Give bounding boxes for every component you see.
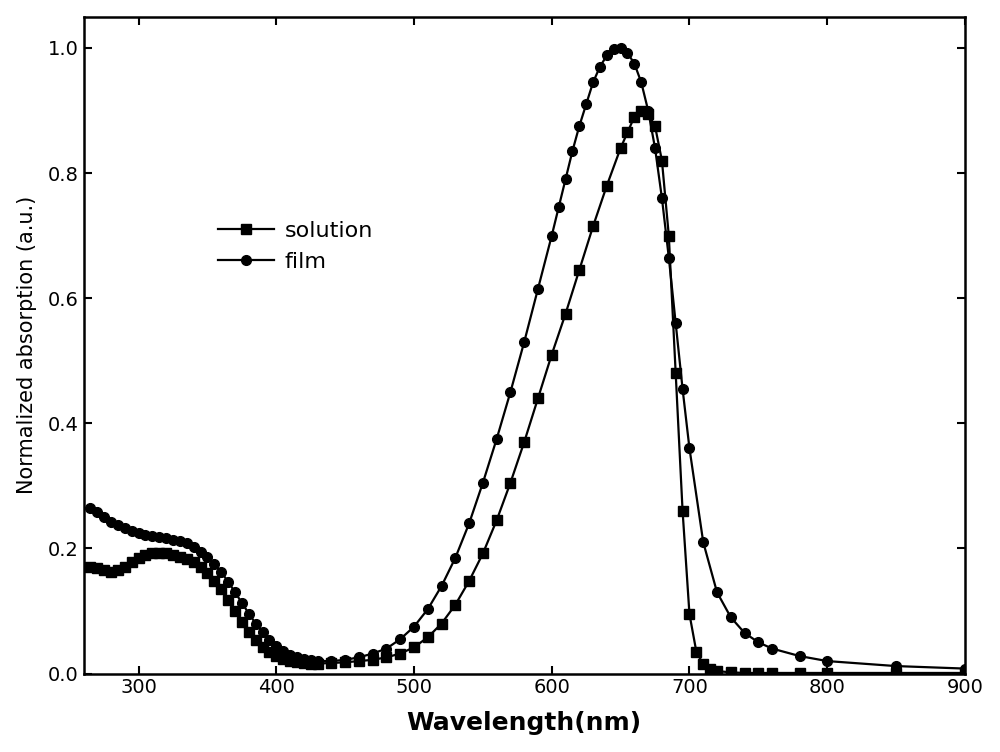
film [84, 503, 96, 512]
solution [394, 649, 406, 658]
solution [959, 669, 971, 678]
solution [312, 659, 324, 668]
solution [635, 106, 647, 115]
Line: film: film [86, 43, 970, 674]
solution [84, 562, 96, 572]
solution [257, 643, 269, 652]
solution [615, 144, 627, 153]
film [683, 444, 695, 453]
solution [739, 669, 751, 678]
Line: solution: solution [86, 105, 970, 678]
Y-axis label: Normalized absorption (a.u.): Normalized absorption (a.u.) [17, 196, 37, 494]
X-axis label: Wavelength(nm): Wavelength(nm) [407, 711, 642, 735]
film [463, 519, 475, 528]
solution [119, 562, 131, 572]
solution [174, 552, 186, 561]
film [608, 44, 620, 53]
film [546, 231, 558, 240]
Legend: solution, film: solution, film [209, 212, 382, 280]
film [959, 664, 971, 673]
film [725, 613, 737, 622]
film [615, 44, 627, 53]
film [656, 193, 668, 202]
